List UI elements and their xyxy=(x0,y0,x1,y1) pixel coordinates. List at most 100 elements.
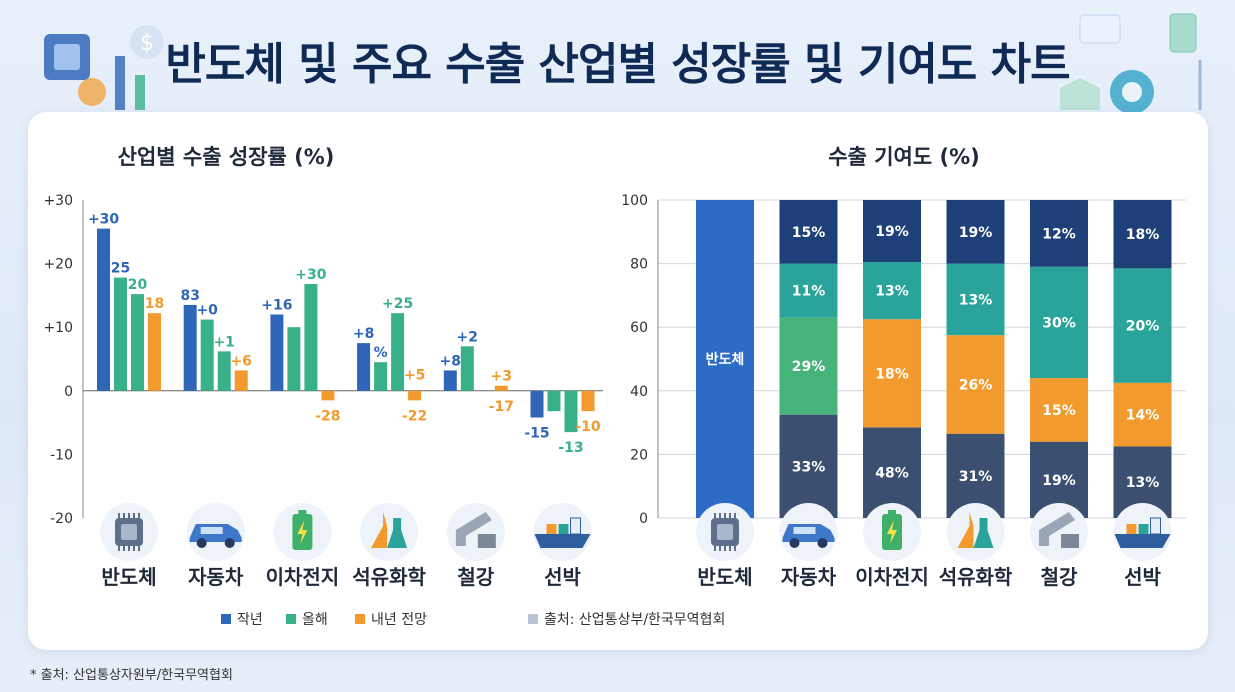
growth-data-label: +30 xyxy=(295,267,326,283)
legend-source-swatch xyxy=(528,614,538,624)
page-title: 반도체 및 주요 수출 산업별 성장률 및 기여도 차트 xyxy=(165,39,1070,90)
growth-data-label: +8 xyxy=(353,326,374,342)
legend-last-year-swatch xyxy=(221,614,231,624)
contribution-segment xyxy=(863,319,921,428)
car-icon xyxy=(186,503,245,561)
left-y-tick-label: 0 xyxy=(64,384,73,400)
contribution-label: 18% xyxy=(875,366,909,382)
contribution-label: 13% xyxy=(1126,475,1160,491)
growth-data-label: 20 xyxy=(128,277,148,293)
growth-data-label: 25 xyxy=(111,261,130,277)
right-category-label: 선박 xyxy=(1124,565,1161,589)
car-icon xyxy=(779,503,838,561)
growth-bar xyxy=(443,370,457,391)
growth-data-label: +16 xyxy=(261,297,292,313)
contribution-label: 반도체 xyxy=(706,351,745,368)
left-category-label: 자동차 xyxy=(188,565,244,589)
growth-data-label: +5 xyxy=(404,367,425,383)
growth-data-label: +30 xyxy=(88,212,119,228)
growth-bar xyxy=(391,313,405,391)
left-y-tick-label: -20 xyxy=(50,511,73,527)
battery-icon xyxy=(863,503,921,561)
contribution-segment xyxy=(1030,266,1088,379)
left-category-label: 이차전지 xyxy=(266,565,340,589)
growth-bar xyxy=(564,390,578,433)
contribution-segment xyxy=(1113,200,1172,269)
contribution-segment xyxy=(863,427,921,518)
contribution-segment xyxy=(779,200,838,264)
battery-icon xyxy=(273,503,332,561)
right-y-tick-label: 60 xyxy=(630,320,648,336)
growth-bar xyxy=(183,304,197,391)
growth-bar xyxy=(460,346,474,391)
right-chart-title: 수출 기여도 (%) xyxy=(828,145,979,169)
contribution-segment xyxy=(946,200,1005,264)
growth-data-label: +1 xyxy=(213,334,234,350)
growth-bar xyxy=(97,228,110,391)
contribution-label: 30% xyxy=(1042,315,1076,331)
growth-bar xyxy=(321,390,335,401)
right-y-tick-label: 0 xyxy=(639,511,648,527)
contribution-segment xyxy=(1113,382,1172,447)
contribution-label: 18% xyxy=(1126,227,1160,243)
growth-bar xyxy=(304,283,318,391)
chart-card: 산업별 수출 성장률 (%) +30 +20 +10 0 -10 -20 +30 25 20 18 8… xyxy=(28,112,1208,650)
growth-data-label: % xyxy=(374,345,388,361)
right-y-tick-label: 20 xyxy=(630,447,648,463)
growth-bar xyxy=(408,390,422,401)
legend-source: 출처: 산업통상부/한국무역협회 xyxy=(544,612,725,628)
contribution-label: 19% xyxy=(959,225,993,241)
contribution-segment xyxy=(779,414,838,518)
growth-data-label: +0 xyxy=(196,303,218,319)
legend-next-year: 내년 전망 xyxy=(371,612,427,628)
contribution-segment xyxy=(946,335,1005,434)
growth-bar xyxy=(530,390,544,418)
growth-bar xyxy=(234,370,248,391)
contribution-segment xyxy=(1030,200,1088,267)
contribution-label: 48% xyxy=(875,466,909,482)
growth-bar xyxy=(581,390,595,412)
contribution-label: 20% xyxy=(1126,319,1160,335)
contribution-label: 19% xyxy=(1042,473,1076,489)
growth-data-label: +2 xyxy=(457,329,478,345)
contribution-label: 14% xyxy=(1126,408,1160,424)
growth-data-label: -28 xyxy=(315,408,340,424)
contribution-label: 11% xyxy=(792,284,826,300)
growth-bar xyxy=(131,294,144,391)
left-category-label: 선박 xyxy=(544,565,581,589)
right-category-label: 이차전지 xyxy=(855,565,929,589)
contribution-label: 19% xyxy=(875,224,909,240)
contribution-segment xyxy=(863,262,921,320)
growth-data-label: -15 xyxy=(524,426,549,442)
footnote: * 출처: 산업통상자원부/한국무역협회 xyxy=(30,668,233,683)
contribution-label: 29% xyxy=(792,359,826,375)
contribution-label: 12% xyxy=(1042,226,1076,242)
contribution-segment xyxy=(1113,268,1172,383)
contribution-segment xyxy=(946,263,1005,336)
charts-svg: 산업별 수출 성장률 (%)+30+20+100-10-20+302520188… xyxy=(43,145,1186,628)
growth-bar xyxy=(547,390,561,412)
chip-deco-icon: $ xyxy=(44,25,164,110)
growth-bar xyxy=(148,313,161,391)
left-y-tick-label: -10 xyxy=(50,447,73,463)
right-y-tick-label: 80 xyxy=(630,257,648,273)
left-y-tick-label: +10 xyxy=(43,320,73,336)
growth-data-label: -22 xyxy=(402,408,427,424)
growth-data-label: -13 xyxy=(558,440,583,456)
contribution-label: 31% xyxy=(959,469,993,485)
growth-bar xyxy=(270,314,284,391)
contribution-label: 13% xyxy=(959,292,993,308)
left-category-label: 반도체 xyxy=(101,565,156,589)
right-category-label: 석유화학 xyxy=(939,565,1013,589)
gear-deco-icon xyxy=(1060,13,1202,114)
steel-pipe-icon xyxy=(1030,503,1088,561)
right-y-tick-label: 100 xyxy=(621,193,648,209)
contribution-label: 15% xyxy=(792,225,826,241)
legend-last-year: 작년 xyxy=(237,612,263,628)
growth-bar xyxy=(287,327,301,391)
left-chart-title: 산업별 수출 성장률 (%) xyxy=(118,145,335,169)
legend-this-year-swatch xyxy=(286,614,296,624)
growth-data-label: 83 xyxy=(180,288,199,304)
left-category-label: 석유화학 xyxy=(352,565,426,589)
growth-data-label: 18 xyxy=(145,296,164,312)
